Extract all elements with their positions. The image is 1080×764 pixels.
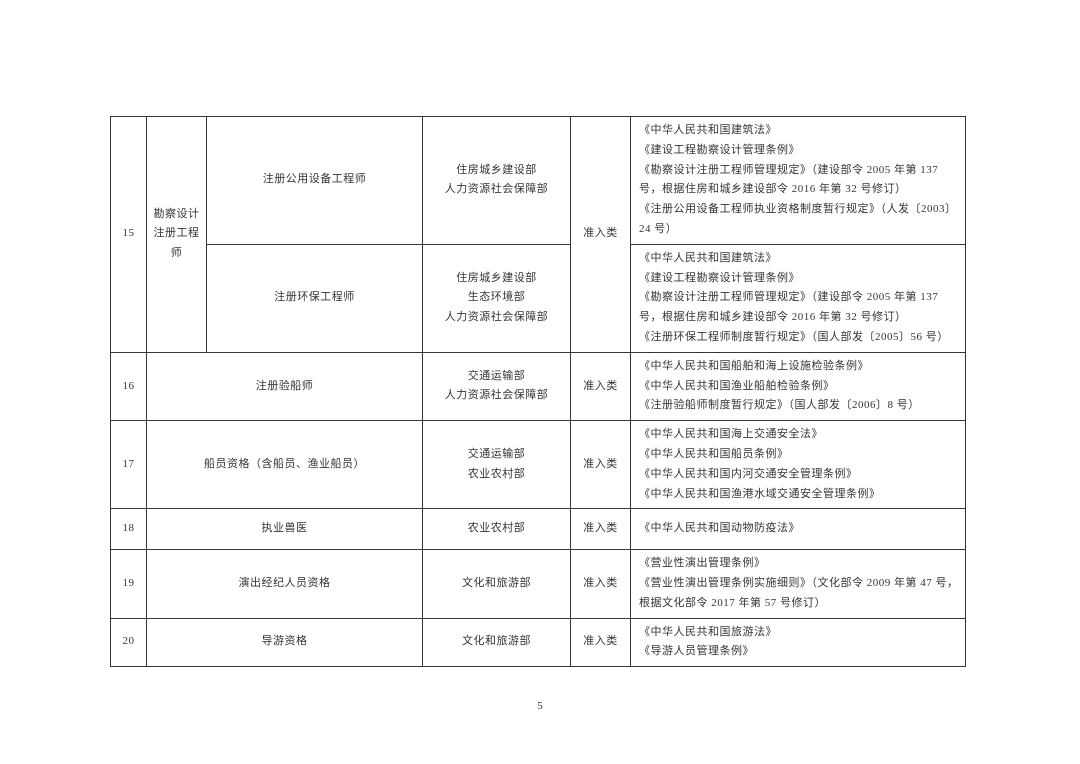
- cell-name: 注册环保工程师: [207, 244, 423, 352]
- cell-category: 勘察设计注册工程师: [147, 117, 207, 353]
- cell-num: 15: [111, 117, 147, 353]
- table-row: 17 船员资格（含船员、渔业船员） 交通运输部农业农村部 准入类 《中华人民共和…: [111, 421, 966, 509]
- cell-name: 导游资格: [147, 618, 423, 667]
- cell-num: 20: [111, 618, 147, 667]
- cell-num: 16: [111, 352, 147, 420]
- cell-type: 准入类: [571, 352, 631, 420]
- table-row: 18 执业兽医 农业农村部 准入类 《中华人民共和国动物防疫法》: [111, 509, 966, 550]
- cell-num: 19: [111, 550, 147, 618]
- cell-name: 演出经纪人员资格: [147, 550, 423, 618]
- table-row: 16 注册验船师 交通运输部人力资源社会保障部 准入类 《中华人民共和国船舶和海…: [111, 352, 966, 420]
- cell-dept: 文化和旅游部: [423, 618, 571, 667]
- table-wrap: 15 勘察设计注册工程师 注册公用设备工程师 住房城乡建设部人力资源社会保障部 …: [110, 116, 966, 667]
- cell-type: 准入类: [571, 550, 631, 618]
- cell-basis: 《中华人民共和国建筑法》《建设工程勘察设计管理条例》《勘察设计注册工程师管理规定…: [631, 117, 966, 245]
- table-row: 15 勘察设计注册工程师 注册公用设备工程师 住房城乡建设部人力资源社会保障部 …: [111, 117, 966, 245]
- cell-basis: 《中华人民共和国船舶和海上设施检验条例》《中华人民共和国渔业船舶检验条例》《注册…: [631, 352, 966, 420]
- page-number: 5: [0, 700, 1080, 712]
- cell-dept: 交通运输部人力资源社会保障部: [423, 352, 571, 420]
- cell-basis: 《中华人民共和国动物防疫法》: [631, 509, 966, 550]
- cell-name: 执业兽医: [147, 509, 423, 550]
- cell-dept: 住房城乡建设部生态环境部人力资源社会保障部: [423, 244, 571, 352]
- cell-type: 准入类: [571, 509, 631, 550]
- table-row: 注册环保工程师 住房城乡建设部生态环境部人力资源社会保障部 《中华人民共和国建筑…: [111, 244, 966, 352]
- cell-type: 准入类: [571, 618, 631, 667]
- cell-num: 18: [111, 509, 147, 550]
- cell-basis: 《营业性演出管理条例》《营业性演出管理条例实施细则》（文化部令 2009 年第 …: [631, 550, 966, 618]
- table-row: 19 演出经纪人员资格 文化和旅游部 准入类 《营业性演出管理条例》《营业性演出…: [111, 550, 966, 618]
- cell-basis: 《中华人民共和国海上交通安全法》《中华人民共和国船员条例》《中华人民共和国内河交…: [631, 421, 966, 509]
- cell-type: 准入类: [571, 421, 631, 509]
- cell-name: 船员资格（含船员、渔业船员）: [147, 421, 423, 509]
- cell-dept: 农业农村部: [423, 509, 571, 550]
- table-row: 20 导游资格 文化和旅游部 准入类 《中华人民共和国旅游法》《导游人员管理条例…: [111, 618, 966, 667]
- cell-type: 准入类: [571, 117, 631, 353]
- cell-name: 注册公用设备工程师: [207, 117, 423, 245]
- cell-name: 注册验船师: [147, 352, 423, 420]
- cell-basis: 《中华人民共和国建筑法》《建设工程勘察设计管理条例》《勘察设计注册工程师管理规定…: [631, 244, 966, 352]
- qualification-table: 15 勘察设计注册工程师 注册公用设备工程师 住房城乡建设部人力资源社会保障部 …: [110, 116, 966, 667]
- document-page: 15 勘察设计注册工程师 注册公用设备工程师 住房城乡建设部人力资源社会保障部 …: [0, 0, 1080, 764]
- cell-dept: 住房城乡建设部人力资源社会保障部: [423, 117, 571, 245]
- cell-dept: 文化和旅游部: [423, 550, 571, 618]
- cell-num: 17: [111, 421, 147, 509]
- cell-dept: 交通运输部农业农村部: [423, 421, 571, 509]
- cell-basis: 《中华人民共和国旅游法》《导游人员管理条例》: [631, 618, 966, 667]
